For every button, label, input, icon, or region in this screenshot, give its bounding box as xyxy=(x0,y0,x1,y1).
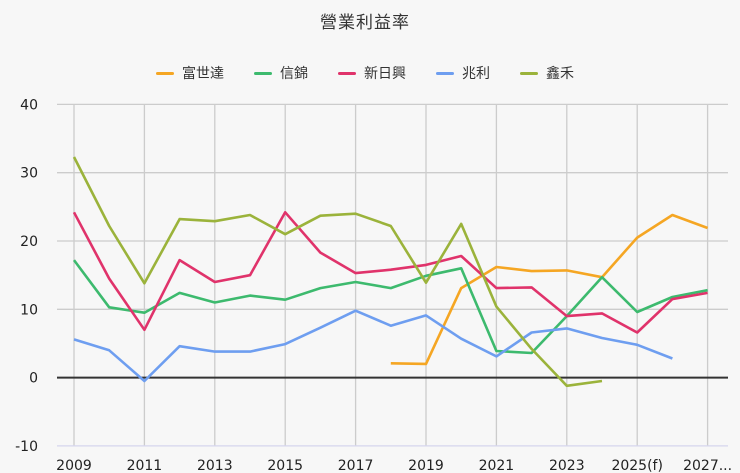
series-swatch-icon xyxy=(520,71,538,75)
legend-item-fushida[interactable]: 富世達 xyxy=(156,63,224,83)
series-lines xyxy=(72,156,709,388)
x-tick-label: 2009 xyxy=(56,458,92,473)
legend-label: 信錦 xyxy=(280,66,308,82)
legend-label: 鑫禾 xyxy=(546,66,574,82)
x-tick-label: 2019 xyxy=(408,458,444,473)
y-tick-label: 40 xyxy=(20,97,38,113)
y-tick-label: 30 xyxy=(20,166,38,182)
legend-item-xinjin[interactable]: 信錦 xyxy=(254,63,308,83)
series-line[interactable] xyxy=(72,211,708,334)
x-tick-label: 2023 xyxy=(549,458,585,473)
series-line[interactable] xyxy=(73,309,673,383)
gridlines xyxy=(57,103,728,447)
x-tick-label: 2021 xyxy=(479,458,515,473)
series-swatch-icon xyxy=(254,71,272,75)
x-tick-label: 2017 xyxy=(338,458,374,473)
x-tick-label: 2011 xyxy=(127,458,163,473)
legend-item-xinhe[interactable]: 鑫禾 xyxy=(520,63,574,83)
x-axis-ticks: 2009 2011 2013 2015 2017 2019 2021 2023 2025(f) 2… xyxy=(56,458,732,473)
x-tick-label: 2015 xyxy=(267,458,303,473)
legend-label: 富世達 xyxy=(182,66,224,82)
series-swatch-icon xyxy=(436,71,454,75)
legend-label: 兆利 xyxy=(462,66,490,82)
series-swatch-icon xyxy=(338,71,356,75)
x-tick-label: 2027... xyxy=(683,458,732,473)
series-swatch-icon xyxy=(156,71,174,75)
legend: 富世達 信錦 新日興 兆利 鑫禾 xyxy=(0,63,730,83)
legend-label: 新日興 xyxy=(364,66,406,82)
y-tick-label: -10 xyxy=(15,439,38,455)
series-line[interactable] xyxy=(72,156,603,388)
chart-title: 營業利益率 xyxy=(320,13,410,33)
x-tick-label: 2025(f) xyxy=(611,458,662,473)
legend-item-xinrixing[interactable]: 新日興 xyxy=(338,63,406,83)
y-axis-ticks: 40 30 20 10 0 -10 xyxy=(15,97,38,455)
x-tick-label: 2013 xyxy=(197,458,233,473)
y-tick-label: 20 xyxy=(20,234,38,250)
legend-item-zhaoli[interactable]: 兆利 xyxy=(436,63,490,83)
y-tick-label: 0 xyxy=(29,371,38,387)
series-line[interactable] xyxy=(72,259,708,355)
series-line[interactable] xyxy=(390,213,709,366)
y-tick-label: 10 xyxy=(20,302,38,318)
